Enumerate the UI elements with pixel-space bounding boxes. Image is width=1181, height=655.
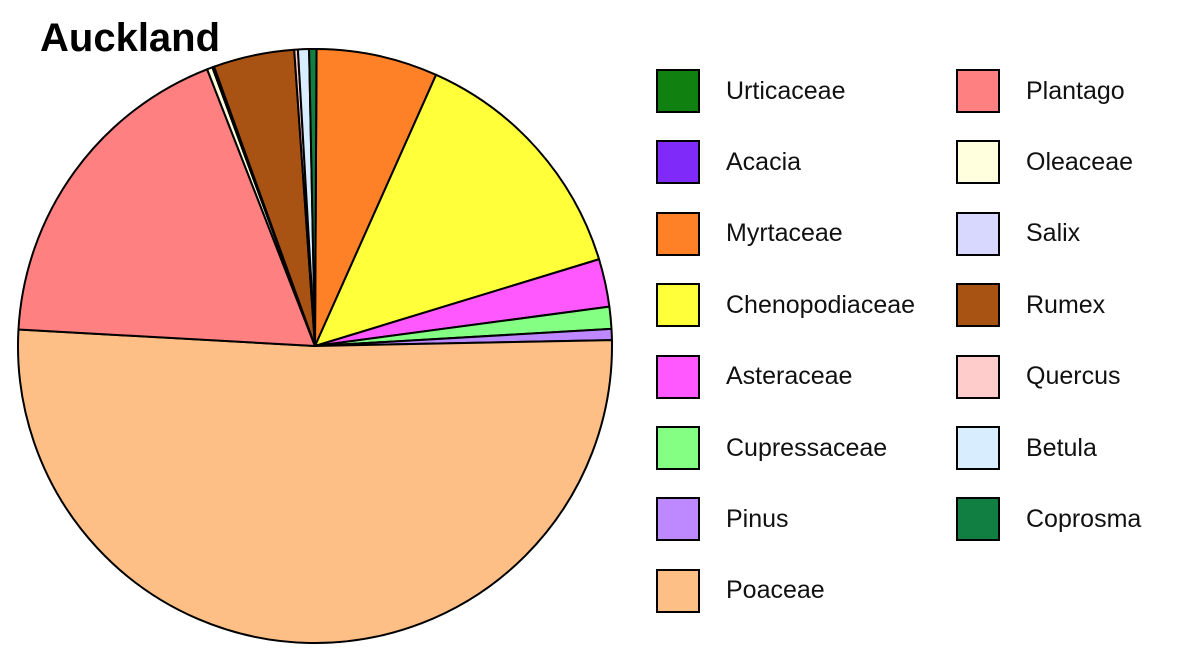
pie-chart [17, 48, 613, 644]
legend-label: Betula [1026, 433, 1097, 462]
legend-label: Chenopodiaceae [726, 290, 916, 319]
legend-swatch [956, 354, 1000, 399]
legend-item: Betula [956, 424, 1097, 472]
legend-swatch [956, 283, 1000, 328]
legend-label: Coprosma [1026, 504, 1142, 533]
legend-swatch [956, 426, 1000, 470]
legend-swatch [656, 354, 700, 399]
legend-item: Urticaceae [656, 67, 846, 115]
legend-label: Acacia [726, 147, 802, 176]
legend-item: Cupressaceae [656, 424, 887, 472]
legend-label: Oleaceae [1026, 147, 1134, 176]
legend-swatch [656, 211, 700, 256]
legend-swatch [656, 69, 700, 113]
legend-label: Pinus [726, 504, 789, 533]
legend-label: Myrtaceae [726, 219, 843, 248]
legend-swatch [956, 211, 1000, 256]
legend-item: Pinus [656, 495, 789, 543]
pie-slice-coprosma [308, 48, 318, 347]
legend-item: Salix [956, 210, 1080, 258]
pie-slice-poaceae [17, 328, 613, 644]
legend-label: Cupressaceae [726, 433, 888, 462]
legend-label: Rumex [1026, 290, 1106, 319]
legend-item: Coprosma [956, 495, 1141, 543]
legend-item: Rumex [956, 281, 1105, 329]
pie-slice-myrtaceae [314, 48, 438, 347]
legend-swatch [956, 497, 1000, 542]
legend-item: Myrtaceae [656, 210, 843, 258]
legend-swatch [656, 568, 700, 613]
legend-item: Oleaceae [956, 138, 1133, 186]
chart-title: Auckland [40, 16, 221, 60]
legend-item: Chenopodiaceae [656, 281, 915, 329]
legend-swatch [656, 140, 700, 185]
legend-label: Asteraceae [726, 362, 853, 391]
legend-item: Poaceae [656, 567, 825, 615]
legend-label: Plantago [1026, 76, 1125, 105]
legend-swatch [956, 140, 1000, 185]
legend-swatch [656, 497, 700, 542]
pie-slice-plantago [17, 68, 316, 347]
legend-swatch [656, 426, 700, 470]
legend-item: Asteraceae [656, 353, 852, 401]
legend-item: Plantago [956, 67, 1125, 115]
legend-label: Poaceae [726, 576, 825, 605]
legend-label: Urticaceae [726, 76, 846, 105]
legend-swatch [956, 69, 1000, 113]
legend-swatch [656, 283, 700, 328]
legend-item: Quercus [956, 353, 1120, 401]
legend-label: Quercus [1026, 362, 1121, 391]
legend-label: Salix [1026, 219, 1081, 248]
legend-item: Acacia [656, 138, 801, 186]
pie-slice-chenopodiaceae [314, 73, 601, 347]
